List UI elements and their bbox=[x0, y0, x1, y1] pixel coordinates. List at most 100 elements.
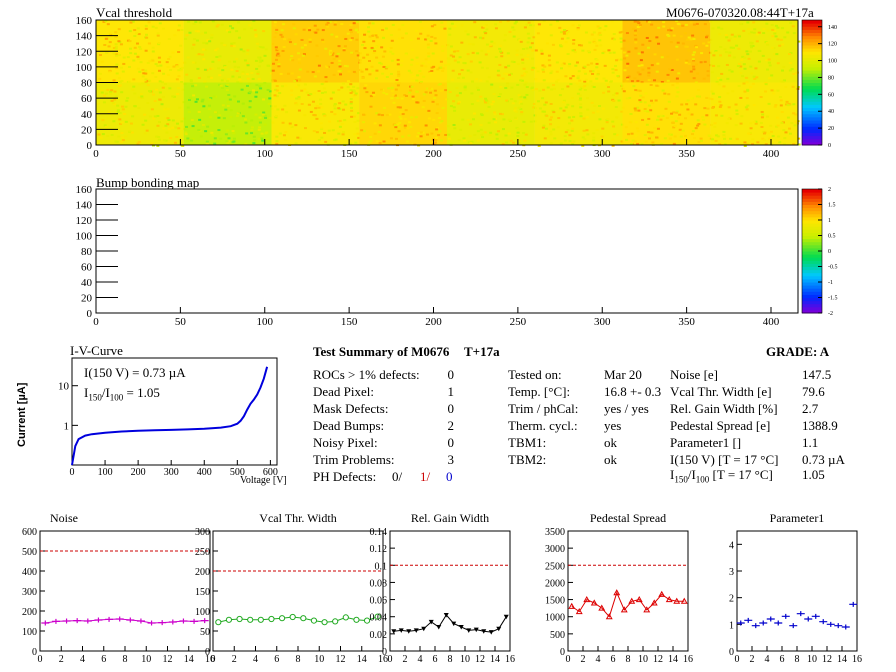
vcal-pixel bbox=[660, 56, 664, 59]
vcal-pixel bbox=[724, 34, 728, 37]
vcal-pixel bbox=[484, 23, 488, 26]
vcal-pixel bbox=[341, 123, 345, 126]
vcal-pixel bbox=[336, 52, 340, 55]
vcal-pixel bbox=[207, 104, 211, 107]
vcal-pixel bbox=[495, 137, 499, 140]
vcal-pixel bbox=[706, 107, 710, 110]
vcal-pixel bbox=[133, 34, 137, 37]
vcal-pixel bbox=[202, 58, 206, 61]
vcal-pixel bbox=[279, 72, 283, 75]
vcal-pixel bbox=[324, 140, 328, 143]
vcal-pixel bbox=[527, 37, 531, 40]
vcal-pixel bbox=[288, 124, 292, 127]
vcal-pixel bbox=[241, 72, 245, 75]
vcal-pixel bbox=[586, 108, 590, 111]
vcal-pixel bbox=[741, 75, 745, 78]
vcal-pixel bbox=[258, 121, 262, 124]
vcal-pixel bbox=[144, 27, 148, 30]
vcal-pixel bbox=[663, 137, 667, 140]
vcal-pixel bbox=[427, 55, 431, 58]
vcal-pixel bbox=[519, 108, 523, 111]
vcal-pixel bbox=[529, 24, 533, 27]
vcal-pixel bbox=[622, 90, 626, 93]
vcal-pixel bbox=[722, 135, 726, 138]
vcal-pixel bbox=[104, 125, 108, 128]
panel-2-x-tick-label: 2 bbox=[403, 654, 408, 665]
vcal-pixel bbox=[121, 136, 125, 139]
vcal-pixel bbox=[320, 91, 324, 94]
vcal-pixel bbox=[218, 83, 222, 86]
panel-3-point bbox=[613, 589, 621, 596]
vcal-pixel bbox=[185, 34, 189, 37]
vcal-pixel bbox=[551, 109, 555, 112]
vcal-pixel bbox=[208, 40, 212, 43]
vcal-pixel bbox=[156, 32, 160, 35]
vcal-pixel bbox=[281, 108, 285, 111]
vcal-pixel bbox=[201, 98, 205, 101]
vcal-pixel bbox=[249, 27, 253, 30]
vcal-pixel bbox=[647, 104, 651, 107]
vcal-pixel bbox=[510, 72, 514, 75]
vcal-pixel bbox=[440, 25, 444, 28]
vcal-pixel bbox=[350, 109, 354, 112]
vcal-pixel bbox=[545, 114, 549, 117]
vcal-pixel bbox=[634, 32, 638, 35]
vcal-pixel bbox=[450, 48, 454, 51]
vcal-pixel bbox=[649, 83, 653, 86]
summary-middle-value: ok bbox=[604, 452, 617, 467]
vcal-pixel bbox=[158, 98, 162, 101]
vcal-pixel bbox=[763, 131, 767, 134]
vcal-pixel bbox=[707, 134, 711, 137]
vcal-pixel bbox=[536, 70, 540, 73]
vcal-pixel bbox=[479, 95, 483, 98]
vcal-palette-cell bbox=[802, 38, 822, 43]
bump-palette-cell bbox=[802, 216, 822, 221]
vcal-pixel bbox=[109, 93, 113, 96]
bump-x-tick-label: 0 bbox=[93, 316, 99, 328]
vcal-pixel bbox=[775, 53, 779, 56]
vcal-pixel bbox=[611, 71, 615, 74]
vcal-pixel bbox=[660, 81, 664, 84]
vcal-pixel bbox=[223, 66, 227, 69]
vcal-pixel bbox=[470, 103, 474, 106]
vcal-palette-label: 120 bbox=[828, 42, 837, 48]
vcal-pixel bbox=[495, 133, 499, 136]
vcal-pixel bbox=[266, 88, 270, 91]
vcal-pixel bbox=[295, 97, 299, 100]
vcal-pixel bbox=[671, 121, 675, 124]
vcal-pixel bbox=[534, 49, 538, 52]
vcal-pixel bbox=[161, 95, 165, 98]
vcal-pixel bbox=[770, 46, 774, 49]
vcal-pixel bbox=[100, 89, 104, 92]
vcal-pixel bbox=[625, 32, 629, 35]
panel-3-x-tick-label: 2 bbox=[581, 654, 586, 665]
vcal-pixel bbox=[403, 94, 407, 97]
vcal-pixel bbox=[418, 20, 422, 23]
vcal-pixel bbox=[386, 47, 390, 50]
vcal-pixel bbox=[692, 59, 696, 62]
vcal-pixel bbox=[558, 94, 562, 97]
ph-defects-1: 1/ bbox=[420, 469, 431, 484]
vcal-pixel bbox=[419, 135, 423, 138]
vcal-pixel bbox=[213, 137, 217, 140]
vcal-pixel bbox=[144, 78, 148, 81]
vcal-pixel bbox=[566, 53, 570, 56]
vcal-pixel bbox=[743, 141, 747, 144]
vcal-pixel bbox=[342, 48, 346, 51]
vcal-pixel bbox=[421, 131, 425, 134]
vcal-pixel bbox=[332, 73, 336, 76]
vcal-pixel bbox=[171, 126, 175, 129]
vcal-x-tick-label: 350 bbox=[678, 148, 695, 160]
panel-0-point bbox=[115, 616, 124, 622]
vcal-pixel bbox=[739, 122, 743, 125]
vcal-pixel bbox=[164, 124, 168, 127]
vcal-pixel bbox=[307, 103, 311, 106]
summary-middle-value: ok bbox=[604, 435, 617, 450]
panel-2-y-tick-label: 0.08 bbox=[370, 578, 388, 589]
vcal-pixel bbox=[475, 78, 479, 81]
vcal-pixel bbox=[547, 54, 551, 57]
vcal-pixel bbox=[627, 75, 631, 78]
vcal-pixel bbox=[111, 102, 115, 105]
bump-palette-cell bbox=[802, 201, 822, 205]
vcal-pixel bbox=[761, 54, 765, 57]
